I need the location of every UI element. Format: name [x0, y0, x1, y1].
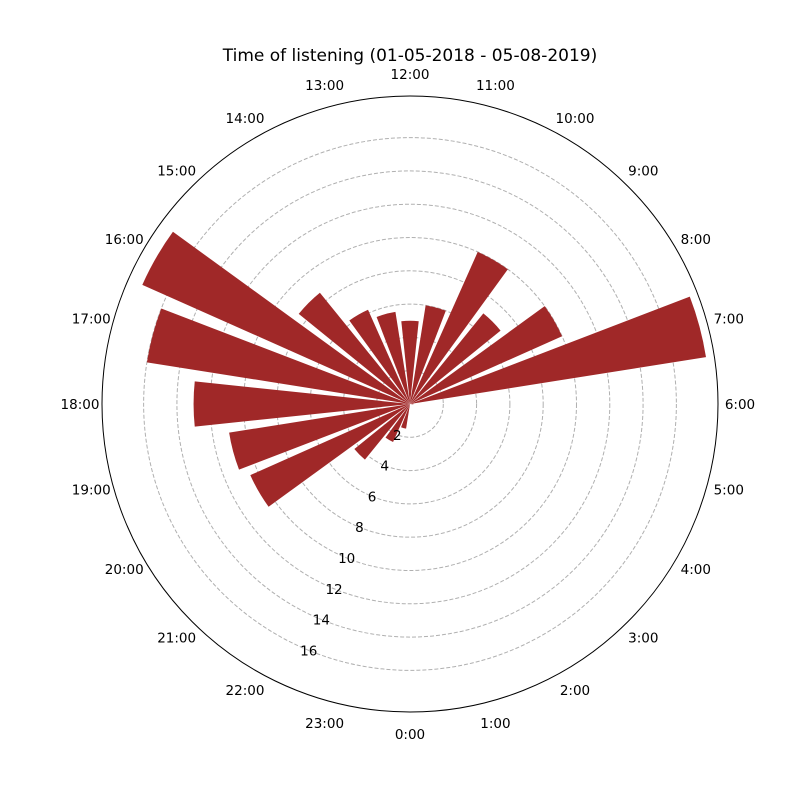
hour-label-19-00: 19:00: [72, 482, 111, 498]
hour-label-4-00: 4:00: [681, 562, 711, 578]
hour-label-8-00: 8:00: [681, 232, 711, 248]
radial-tick-label-6: 6: [368, 489, 377, 505]
bar-7-00: [410, 296, 706, 404]
radial-tick-label-14: 14: [313, 613, 330, 629]
bar-22-00: [385, 404, 410, 443]
bar-8-00: [410, 306, 563, 404]
grid-ring-16: [143, 137, 677, 671]
bar-18-00: [193, 381, 410, 427]
bar-21-00: [354, 404, 410, 460]
hour-label-6-00: 6:00: [725, 397, 755, 413]
hour-label-7-00: 7:00: [714, 312, 744, 328]
radial-tick-label-4: 4: [380, 459, 389, 475]
hour-label-0-00: 0:00: [395, 727, 425, 743]
bar-12-00: [401, 320, 419, 404]
outer-axis-ring: [101, 95, 719, 713]
bar-17-00: [146, 308, 410, 404]
bar-11-00: [410, 305, 446, 404]
bar-9-00: [410, 313, 501, 404]
grid-ring-14: [176, 170, 644, 638]
hour-label-3-00: 3:00: [628, 630, 658, 646]
hour-label-2-00: 2:00: [560, 683, 590, 699]
radial-tick-label-12: 12: [325, 582, 342, 598]
bar-6-00: [410, 403, 414, 405]
radial-tick-label-10: 10: [338, 551, 355, 567]
chart-title: Time of listening (01-05-2018 - 05-08-20…: [222, 46, 598, 66]
bar-20-00: [250, 404, 410, 507]
hour-label-16-00: 16:00: [105, 232, 144, 248]
bar-14-00: [349, 309, 410, 404]
bar-19-00: [229, 404, 410, 470]
hour-label-23-00: 23:00: [305, 716, 344, 732]
hour-label-15-00: 15:00: [157, 164, 196, 180]
radial-tick-label-2: 2: [393, 428, 402, 444]
grid-ring-8: [276, 270, 544, 538]
hour-label-10-00: 10:00: [556, 111, 595, 127]
hour-label-1-00: 1:00: [480, 716, 510, 732]
hour-label-20-00: 20:00: [105, 562, 144, 578]
hour-label-9-00: 9:00: [628, 164, 658, 180]
hour-label-11-00: 11:00: [476, 78, 515, 94]
bar-15-00: [298, 292, 410, 404]
hour-labels: 0:00 1:00 2:00 3:00 4:00 5:00 6:00 7:00 8:00 9:00…: [61, 67, 756, 743]
hour-label-22-00: 22:00: [226, 683, 265, 699]
bar-10-00: [410, 251, 508, 404]
bar-16-00: [142, 231, 410, 404]
hour-label-14-00: 14:00: [226, 111, 265, 127]
bars-layer: [142, 231, 706, 507]
hour-label-17-00: 17:00: [72, 312, 111, 328]
bar-13-00: [376, 311, 410, 404]
hour-label-12-00: 12:00: [391, 67, 430, 83]
hour-label-5-00: 5:00: [714, 482, 744, 498]
bar-23-00: [401, 404, 410, 429]
hour-label-18-00: 18:00: [61, 397, 100, 413]
hour-label-21-00: 21:00: [157, 630, 196, 646]
radial-tick-label-16: 16: [300, 643, 317, 659]
hour-label-13-00: 13:00: [305, 78, 344, 94]
radial-tick-label-8: 8: [355, 520, 364, 536]
